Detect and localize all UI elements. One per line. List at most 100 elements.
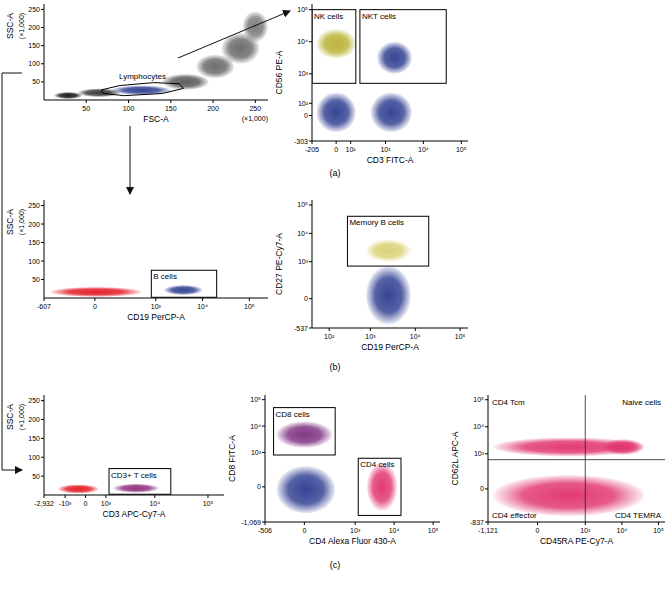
x-tick xyxy=(86,100,87,103)
population xyxy=(493,475,644,516)
y-tick xyxy=(309,204,312,205)
connector-arrow xyxy=(178,11,290,58)
chart: Lymphocytes5010015020025050100150200250F… xyxy=(5,4,268,124)
y-tick xyxy=(41,81,44,82)
y-axis xyxy=(44,200,45,298)
x-tick-label: 10³ xyxy=(580,527,591,534)
x-tick xyxy=(249,298,250,301)
x-tick-label: 10⁴ xyxy=(410,333,421,340)
y-tick-label: 50 xyxy=(32,473,40,480)
gate xyxy=(358,458,401,515)
x-axis-title: CD19 PerCP-A xyxy=(361,342,419,352)
y-tick-label: 10⁵ xyxy=(297,6,308,13)
gate xyxy=(360,10,446,84)
y-tick-label: -303 xyxy=(294,138,308,145)
y-axis-title: SSC-A xyxy=(5,13,15,39)
x-axis-title: CD3 APC-Cy7-A xyxy=(103,509,166,519)
y-tick-label: 50 xyxy=(32,276,40,283)
gate xyxy=(151,270,216,297)
x-tick xyxy=(461,141,462,144)
x-tick-label: -506 xyxy=(258,527,272,534)
x-tick xyxy=(385,141,386,144)
population xyxy=(371,93,412,133)
y-axis xyxy=(265,395,266,522)
y-tick-label: 150 xyxy=(28,42,40,49)
x-tick-label: 0 xyxy=(302,527,306,534)
x-axis-title: CD45RA PE-Cy7-A xyxy=(540,536,614,546)
x-tick xyxy=(336,141,337,144)
plot-area xyxy=(488,395,665,522)
x-axis-title: CD19 PerCP-A xyxy=(127,312,185,322)
y-multiplier: (×1,000) xyxy=(18,404,26,430)
x-tick xyxy=(94,298,95,301)
x-tick-label: 10³ xyxy=(350,527,361,534)
y-tick xyxy=(485,522,488,523)
y-tick xyxy=(309,141,312,142)
y-tick-label: 10⁴ xyxy=(297,230,308,237)
x-tick-label: 10⁴ xyxy=(418,146,429,153)
y-tick-label: 200 xyxy=(28,24,40,31)
y-tick xyxy=(309,328,312,329)
x-axis xyxy=(44,100,268,101)
y-tick xyxy=(41,261,44,262)
x-multiplier: (×1,000) xyxy=(242,115,268,123)
x-axis-title: CD3 FITC-A xyxy=(367,155,414,165)
x-tick xyxy=(105,495,106,498)
y-tick-label: 10³ xyxy=(251,449,262,456)
y-tick xyxy=(262,486,265,487)
population xyxy=(366,266,411,324)
chart: CD8 cellsCD4 cells-506010³10⁴10⁵-1,06901… xyxy=(227,395,440,546)
plot-area xyxy=(347,216,428,324)
population xyxy=(276,466,335,513)
figure: Lymphocytes5010015020025050100150200250F… xyxy=(0,0,672,614)
y-tick-label: 10⁵ xyxy=(297,201,308,208)
y-tick-label: 250 xyxy=(28,397,40,404)
x-tick xyxy=(213,100,214,103)
y-tick xyxy=(41,9,44,10)
y-tick-label: -837 xyxy=(470,519,484,526)
x-tick xyxy=(207,495,208,498)
x-tick-label: 10² xyxy=(324,333,335,340)
x-axis xyxy=(312,328,468,329)
y-tick-label: 250 xyxy=(28,202,40,209)
panel-label: (b) xyxy=(330,362,341,372)
x-tick-label: 10⁴ xyxy=(389,527,400,534)
x-tick-label: -1,121 xyxy=(478,527,498,534)
y-tick xyxy=(262,522,265,523)
y-axis-title: CD62L APC-A xyxy=(450,431,460,485)
population xyxy=(58,484,99,493)
y-tick xyxy=(309,73,312,74)
x-axis xyxy=(44,495,224,496)
y-tick-label: 150 xyxy=(28,239,40,246)
x-tick-label: 10⁵ xyxy=(203,500,214,507)
y-axis-title: SSC-A xyxy=(5,209,15,235)
population xyxy=(493,438,644,457)
x-tick xyxy=(370,328,371,331)
y-tick-label: 0 xyxy=(257,483,261,490)
gate xyxy=(109,469,171,495)
x-axis xyxy=(488,522,665,523)
population xyxy=(243,11,268,42)
y-tick-label: 10⁴ xyxy=(250,423,261,430)
gate xyxy=(274,408,336,455)
x-tick-label: 100 xyxy=(123,105,135,112)
x-tick-label: 10⁵ xyxy=(428,527,439,534)
connector-arrow xyxy=(2,73,22,470)
x-tick xyxy=(128,100,129,103)
y-tick-label: 10² xyxy=(298,100,309,107)
y-tick-label: 10⁵ xyxy=(473,396,484,403)
y-tick xyxy=(41,438,44,439)
population xyxy=(50,287,142,297)
y-tick xyxy=(41,224,44,225)
x-tick-label: 200 xyxy=(207,105,219,112)
population xyxy=(367,463,397,511)
x-axis-title: CD4 Alexa Fluor 430-A xyxy=(309,536,396,546)
y-tick xyxy=(485,426,488,427)
x-tick xyxy=(537,522,538,525)
x-axis xyxy=(312,141,468,142)
y-axis xyxy=(312,200,313,328)
y-tick-label: 100 xyxy=(28,454,40,461)
x-tick-label: 0 xyxy=(334,146,338,153)
y-tick xyxy=(485,488,488,489)
x-tick xyxy=(170,100,171,103)
